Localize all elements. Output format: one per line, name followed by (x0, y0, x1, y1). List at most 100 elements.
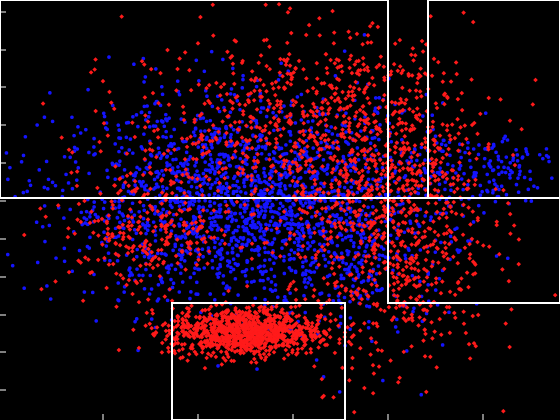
blue-point (253, 169, 258, 174)
blue-point (110, 161, 115, 166)
red-point (168, 182, 174, 187)
red-point (344, 171, 349, 176)
red-point (206, 342, 212, 347)
red-point (276, 85, 282, 90)
blue-point (356, 157, 361, 162)
red-point (395, 68, 401, 74)
blue-point (151, 187, 156, 191)
blue-point (326, 250, 331, 254)
red-point (219, 338, 225, 343)
blue-point (184, 226, 189, 231)
red-point (99, 216, 105, 222)
blue-point (101, 111, 106, 116)
blue-point (381, 378, 385, 383)
red-point (372, 277, 377, 283)
red-point (190, 156, 196, 162)
red-point (211, 235, 217, 240)
blue-point (451, 164, 455, 168)
red-point (151, 333, 157, 338)
blue-point (329, 239, 333, 244)
blue-point (142, 104, 147, 109)
red-point (328, 229, 334, 234)
red-point (312, 287, 317, 293)
red-point (391, 293, 397, 298)
red-point (336, 107, 342, 112)
red-point (304, 337, 310, 342)
red-point (455, 96, 461, 102)
red-point (408, 206, 414, 211)
red-point (138, 230, 144, 236)
red-point (263, 348, 269, 353)
red-point (237, 340, 243, 346)
red-point (153, 224, 158, 230)
red-point (436, 232, 441, 238)
blue-point (272, 261, 276, 266)
red-point (249, 173, 255, 179)
red-point (287, 164, 293, 169)
red-point (421, 220, 426, 225)
red-point (252, 314, 258, 319)
blue-point (6, 177, 10, 182)
blue-point (129, 270, 133, 275)
red-point (308, 346, 314, 352)
red-point (301, 120, 307, 126)
blue-point (245, 260, 249, 265)
blue-point (192, 271, 196, 276)
red-point (201, 235, 207, 241)
red-point (243, 347, 249, 353)
blue-point (221, 172, 226, 177)
red-point (211, 320, 217, 326)
red-point (123, 180, 128, 185)
red-point (289, 338, 294, 343)
red-point (133, 279, 139, 284)
red-point (154, 154, 159, 160)
red-point (217, 336, 222, 341)
blue-point (287, 266, 292, 270)
blue-point (318, 112, 322, 117)
red-point (237, 317, 243, 323)
red-point (175, 330, 180, 336)
blue-point (383, 219, 387, 224)
blue-point (403, 256, 408, 261)
blue-point (235, 179, 240, 184)
red-point (288, 82, 294, 87)
red-point (380, 236, 385, 242)
blue-point (408, 221, 413, 225)
red-point (293, 160, 299, 165)
red-point (131, 327, 136, 333)
red-point (322, 181, 327, 186)
red-point (341, 113, 347, 119)
red-point (173, 340, 178, 346)
red-point (172, 351, 178, 356)
red-point (196, 82, 202, 87)
red-point (454, 71, 460, 77)
blue-point (335, 243, 340, 248)
blue-point (301, 260, 305, 265)
blue-point (528, 177, 533, 182)
blue-point (492, 178, 496, 183)
blue-point (245, 280, 249, 284)
red-point (186, 351, 192, 357)
red-point (354, 132, 359, 137)
red-point (278, 99, 284, 104)
blue-point (263, 250, 268, 255)
red-point (374, 301, 380, 307)
red-point (421, 245, 427, 251)
red-point (406, 145, 412, 151)
red-point (192, 119, 197, 125)
blue-point (258, 278, 263, 283)
red-point (237, 165, 243, 171)
red-point (290, 333, 295, 339)
red-point (351, 192, 356, 197)
blue-point (78, 131, 83, 135)
red-point (185, 320, 191, 326)
red-point (395, 264, 401, 270)
red-point (248, 348, 254, 353)
red-point (180, 354, 186, 360)
blue-point (357, 245, 361, 250)
red-point (379, 171, 384, 177)
blue-point (156, 146, 161, 150)
red-point (412, 189, 418, 195)
blue-point (389, 139, 394, 144)
red-point (258, 346, 264, 351)
